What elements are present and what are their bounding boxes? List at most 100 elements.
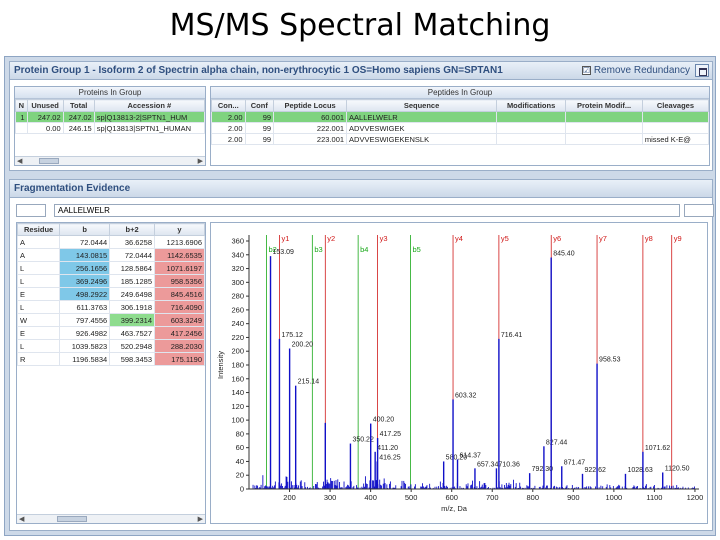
- table-row[interactable]: 1 247.02 247.02 sp|Q13813-2|SPTN1_HUM: [15, 111, 205, 123]
- col-residue[interactable]: Residue: [17, 223, 61, 236]
- x-tick-label: 300: [324, 493, 337, 502]
- b2-ion-cell: 36.6258: [109, 235, 155, 249]
- col-con[interactable]: Con...: [211, 99, 246, 112]
- peak-label: 871.47: [564, 459, 586, 466]
- sequence-field[interactable]: AALLELWELR: [54, 204, 680, 217]
- remove-redundancy-toggle[interactable]: ☑ Remove Redundancy: [581, 65, 690, 76]
- table-row[interactable]: L 1039.5823 520.2948 288.2030: [17, 339, 205, 353]
- fragmentation-window: Fragmentation Evidence AALLELWELR Residu…: [9, 179, 714, 531]
- col-peptide-locus[interactable]: Peptide Locus: [273, 99, 348, 112]
- ion-marker-label: y8: [645, 234, 653, 243]
- col-accession[interactable]: Accession #: [93, 99, 205, 112]
- maximize-icon[interactable]: [695, 64, 709, 77]
- b-ion-cell: 926.4982: [59, 326, 111, 340]
- b2-ion-cell: 128.5864: [109, 261, 155, 275]
- peptides-panel: Peptides In Group Con... Conf Peptide Lo…: [210, 86, 710, 166]
- table-row[interactable]: 2.00 99 60.001 AALLELWELR: [211, 111, 709, 123]
- table-row[interactable]: 2.00 99 223.001 ADVVESWIGEKENSLK missed …: [211, 133, 709, 145]
- table-cell: [641, 111, 709, 123]
- table-cell: AALLELWELR: [346, 111, 498, 123]
- table-cell: sp|Q13813-2|SPTN1_HUM: [93, 111, 205, 123]
- y-ion-cell: 288.2030: [154, 339, 205, 353]
- b-ion-cell: 143.0815: [59, 248, 111, 262]
- table-row[interactable]: L 611.3763 306.1918 716.4090: [17, 300, 205, 314]
- y-tick-label: 40: [236, 457, 244, 466]
- peak-label: 215.14: [298, 379, 320, 386]
- horizontal-scrollbar[interactable]: ◀ ▶: [15, 156, 205, 165]
- b2-ion-cell: 399.2314: [109, 313, 155, 327]
- col-b2[interactable]: b+2: [109, 223, 155, 236]
- col-n[interactable]: N: [15, 99, 28, 112]
- peak-label: 922.62: [584, 467, 606, 474]
- charge-field[interactable]: [16, 204, 46, 217]
- remove-redundancy-checkbox[interactable]: ☑: [581, 65, 591, 75]
- y-tick-label: 220: [231, 333, 244, 342]
- scroll-left-icon[interactable]: ◀: [17, 158, 23, 165]
- y-ion-cell: 417.2456: [154, 326, 205, 340]
- scroll-right-icon[interactable]: ▶: [197, 158, 203, 165]
- b2-ion-cell: 520.2948: [109, 339, 155, 353]
- table-row[interactable]: W 797.4556 399.2314 603.3249: [17, 313, 205, 327]
- table-row[interactable]: R 1196.5834 598.3453 175.1190: [17, 352, 205, 366]
- table-cell: [496, 122, 567, 134]
- table-row[interactable]: A 143.0815 72.0444 1142.6535: [17, 248, 205, 262]
- peak-label: 827.44: [546, 439, 568, 446]
- table-row[interactable]: L 256.1656 128.5864 1071.6197: [17, 261, 205, 275]
- col-y[interactable]: y: [154, 223, 205, 236]
- x-tick-label: 700: [486, 493, 499, 502]
- y-tick-label: 240: [231, 319, 244, 328]
- x-tick-label: 200: [283, 493, 296, 502]
- options-field[interactable]: [684, 204, 714, 217]
- y-axis-label: Intensity: [216, 351, 225, 379]
- col-sequence[interactable]: Sequence: [346, 99, 498, 112]
- table-cell: 223.001: [273, 133, 348, 145]
- protein-group-window: Protein Group 1 - Isoform 2 of Spectrin …: [9, 61, 713, 171]
- col-b[interactable]: b: [59, 223, 111, 236]
- table-cell: 99: [244, 133, 275, 145]
- horizontal-scrollbar[interactable]: ◀ ▶: [17, 514, 205, 523]
- peak-label: 200.20: [292, 341, 314, 348]
- table-row[interactable]: E 926.4982 463.7527 417.2456: [17, 326, 205, 340]
- b-ion-cell: 1039.5823: [59, 339, 111, 353]
- ion-marker-label: y3: [380, 234, 388, 243]
- b2-ion-cell: 306.1918: [109, 300, 155, 314]
- y-ion-cell: 603.3249: [154, 313, 205, 327]
- table-row[interactable]: 0.00 246.15 sp|Q13813|SPTN1_HUMAN: [15, 122, 205, 134]
- table-cell: sp|Q13813|SPTN1_HUMAN: [93, 122, 205, 134]
- b-ion-cell: 797.4556: [59, 313, 111, 327]
- scroll-right-icon[interactable]: ▶: [197, 516, 203, 523]
- col-conf[interactable]: Conf: [244, 99, 275, 112]
- y-tick-label: 160: [231, 374, 244, 383]
- col-cleavages[interactable]: Cleavages: [641, 99, 709, 112]
- spectrum-panel: y1 y2 y3 y4 y5 y6 y7 y8 y9 b2 b3 b4 b5 153.09 175.12 2…: [210, 222, 708, 524]
- scroll-thumb[interactable]: [57, 516, 87, 522]
- table-row[interactable]: E 498.2922 249.6498 845.4516: [17, 287, 205, 301]
- ion-marker-label: y1: [281, 234, 289, 243]
- peak-label: 1071.62: [645, 445, 670, 452]
- peak-label: 845.40: [553, 251, 575, 258]
- col-modifications[interactable]: Modifications: [496, 99, 567, 112]
- table-row[interactable]: L 369.2496 185.1285 958.5356: [17, 274, 205, 288]
- table-row[interactable]: A 72.0444 36.6258 1213.6906: [17, 235, 205, 249]
- x-tick-label: 800: [527, 493, 540, 502]
- scroll-left-icon[interactable]: ◀: [19, 516, 25, 523]
- ion-marker-label: y4: [455, 234, 463, 243]
- spectrum-chart[interactable]: y1 y2 y3 y4 y5 y6 y7 y8 y9 b2 b3 b4 b5 153.09 175.12 2…: [211, 223, 707, 523]
- col-unused[interactable]: Unused: [26, 99, 64, 112]
- b-ion-cell: 72.0444: [59, 235, 111, 249]
- ion-marker-label: b5: [412, 245, 420, 254]
- table-cell: [496, 133, 567, 145]
- col-protein-modif[interactable]: Protein Modif...: [565, 99, 643, 112]
- ion-marker-label: b4: [360, 245, 368, 254]
- scroll-thumb[interactable]: [39, 158, 59, 164]
- table-cell: 246.15: [62, 122, 95, 134]
- table-row[interactable]: 2.00 99 222.001 ADVVESWIGEK: [211, 122, 709, 134]
- y-tick-label: 0: [240, 485, 244, 494]
- peak-label: 958.53: [599, 357, 621, 364]
- peak-label: 400.20: [373, 417, 395, 424]
- col-total[interactable]: Total: [62, 99, 95, 112]
- peptides-panel-title: Peptides In Group: [211, 87, 709, 99]
- table-cell: 60.001: [273, 111, 348, 123]
- table-cell: [565, 133, 643, 145]
- y-tick-label: 260: [231, 305, 244, 314]
